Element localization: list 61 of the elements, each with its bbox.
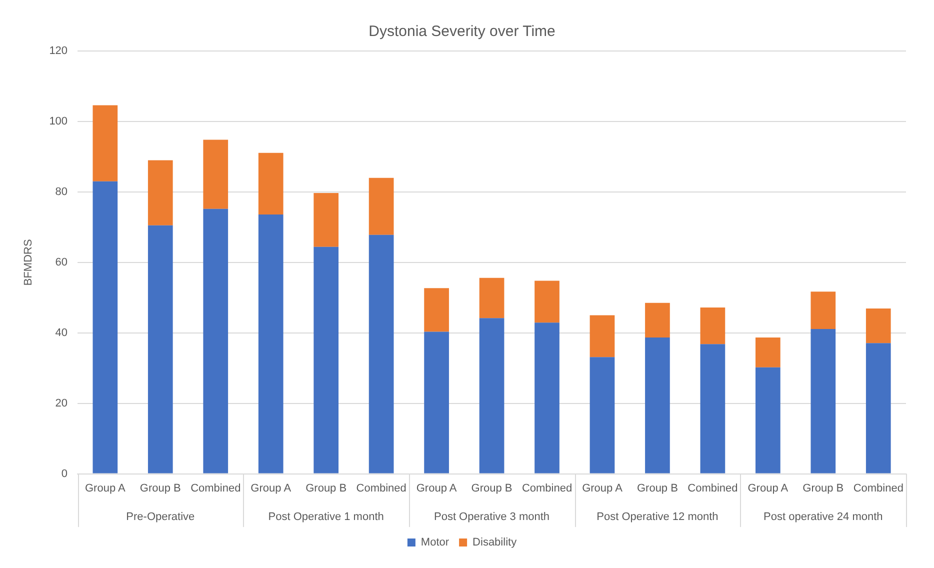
bar xyxy=(534,322,560,474)
y-tick-label: 40 xyxy=(55,326,68,339)
bar xyxy=(590,357,615,474)
legend-label: Disability xyxy=(472,536,518,549)
bar xyxy=(590,315,615,358)
text: Post Operative 3 month xyxy=(434,511,550,524)
bar xyxy=(148,225,173,474)
text: Pre-Operative xyxy=(126,511,195,524)
x-tick-label: Group A xyxy=(416,482,458,494)
bar xyxy=(756,337,780,368)
x-tick-label: Group B xyxy=(306,482,347,494)
x-tick-label: Group A xyxy=(582,482,624,494)
y-axis-title: BFMDRS xyxy=(22,239,35,286)
bar xyxy=(424,332,449,474)
bar xyxy=(700,344,726,474)
bar xyxy=(424,288,449,332)
bar xyxy=(645,302,670,338)
bar xyxy=(92,181,118,474)
y-tick-label: 20 xyxy=(55,397,68,410)
bar xyxy=(534,280,560,323)
bar xyxy=(368,178,394,235)
x-tick-label: Group B xyxy=(636,482,678,494)
bar xyxy=(810,292,836,329)
x-tick-label: Combined xyxy=(356,482,406,494)
bar xyxy=(368,234,394,474)
x-tick-label: Group A xyxy=(84,482,126,494)
bar xyxy=(866,308,891,344)
x-tick-label: Combined xyxy=(853,482,904,494)
x-tick-label: Group A xyxy=(748,482,789,494)
bar xyxy=(866,343,891,474)
bar xyxy=(148,160,173,226)
x-tick-label: Combined xyxy=(522,482,572,494)
bar xyxy=(92,105,118,182)
bar xyxy=(314,246,339,474)
bar xyxy=(756,367,780,474)
x-tick-label: Combined xyxy=(190,482,241,494)
bar xyxy=(258,214,284,474)
x-tick-label: Group B xyxy=(802,482,844,494)
chart-title: Dystonia Severity over Time xyxy=(368,23,556,40)
y-tick-label: 120 xyxy=(49,45,68,58)
bar xyxy=(810,328,836,474)
text: Post Operative 12 month xyxy=(596,511,718,524)
y-tick-label: 100 xyxy=(49,116,68,128)
bar xyxy=(203,208,228,474)
y-tick-label: 0 xyxy=(61,468,68,480)
bar xyxy=(203,140,228,209)
bar xyxy=(314,192,339,247)
bar xyxy=(258,152,284,214)
y-tick-label: 60 xyxy=(55,256,68,268)
bar xyxy=(479,278,504,318)
x-tick-label: Combined xyxy=(688,482,738,494)
text: Post operative 24 month xyxy=(764,511,883,524)
x-tick-label: Group A xyxy=(250,482,292,494)
x-tick-label: Group B xyxy=(140,482,181,494)
bar xyxy=(645,337,670,474)
legend-label: Motor xyxy=(420,536,450,549)
bar xyxy=(479,318,504,474)
bar xyxy=(700,308,726,344)
y-tick-label: 80 xyxy=(55,186,68,198)
text: Post Operative 1 month xyxy=(268,511,384,524)
x-tick-label: Group B xyxy=(471,482,512,494)
